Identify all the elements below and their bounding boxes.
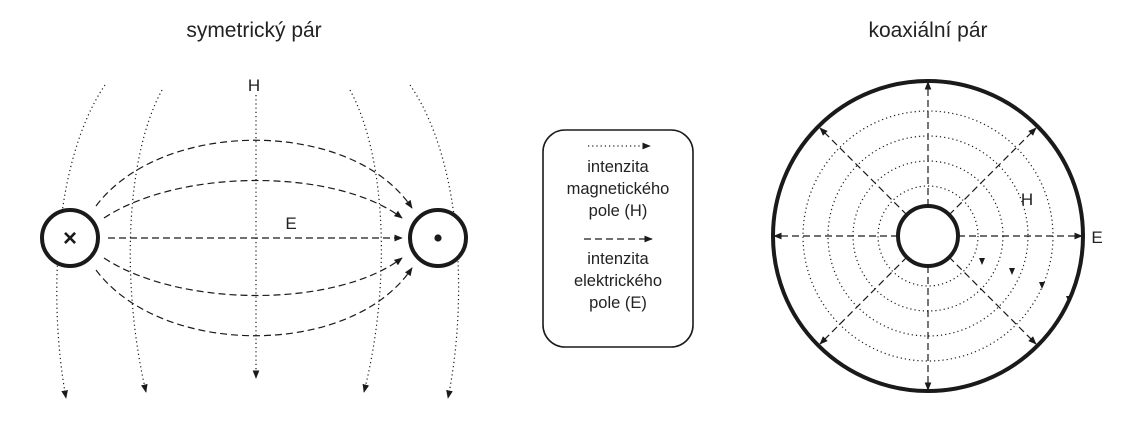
electric-field-lines xyxy=(95,139,413,337)
current-into-page-symbol: × xyxy=(63,225,77,252)
title-coaxial-pair: koaxiální pár xyxy=(868,19,987,42)
e-radial-sw xyxy=(819,256,908,345)
h-arrow-1 xyxy=(979,258,985,265)
legend: intenzita magnetického pole (H) intenzit… xyxy=(542,129,694,348)
legend-magnetic-line-1: intenzita xyxy=(587,158,649,176)
coax-h-arrowheads xyxy=(979,258,1072,303)
current-out-of-page-symbol xyxy=(434,234,442,242)
symmetric-pair-diagram: × H E xyxy=(40,76,468,399)
e-radial-se xyxy=(948,256,1037,345)
e-line-lower-1 xyxy=(103,257,403,296)
label-e-symmetric: E xyxy=(285,214,296,233)
legend-electric-line-1: intenzita xyxy=(587,250,649,268)
h-arrow-2 xyxy=(1009,268,1015,275)
h-line-left-1 xyxy=(129,89,163,393)
coax-outer-conductor xyxy=(771,79,1085,393)
legend-electric-line-3: pole (E) xyxy=(589,294,647,312)
title-symmetric-pair: symetrický pár xyxy=(186,19,321,42)
magnetic-field-lines xyxy=(56,84,460,399)
h-circle-1 xyxy=(877,185,979,287)
h-line-right-1 xyxy=(349,89,382,393)
e-radial-nw xyxy=(819,127,908,216)
coaxial-pair-diagram: H E xyxy=(771,79,1103,393)
e-line-upper-1 xyxy=(103,180,403,219)
legend-magnetic-line-3: pole (H) xyxy=(589,202,648,220)
label-e-coax: E xyxy=(1091,228,1102,247)
e-radial-ne xyxy=(948,127,1037,216)
coax-electric-radial-lines xyxy=(773,81,1083,391)
legend-magnetic-line-2: magnetického xyxy=(567,180,670,198)
e-line-lower-2 xyxy=(95,267,413,337)
label-h-coax: H xyxy=(1021,190,1033,209)
legend-electric-line-2: elektrického xyxy=(574,272,662,290)
h-arrow-3 xyxy=(1039,282,1045,289)
e-line-upper-2 xyxy=(95,139,413,209)
coax-inner-conductor xyxy=(896,204,960,268)
label-h-symmetric: H xyxy=(248,76,260,95)
left-conductor xyxy=(40,208,100,268)
